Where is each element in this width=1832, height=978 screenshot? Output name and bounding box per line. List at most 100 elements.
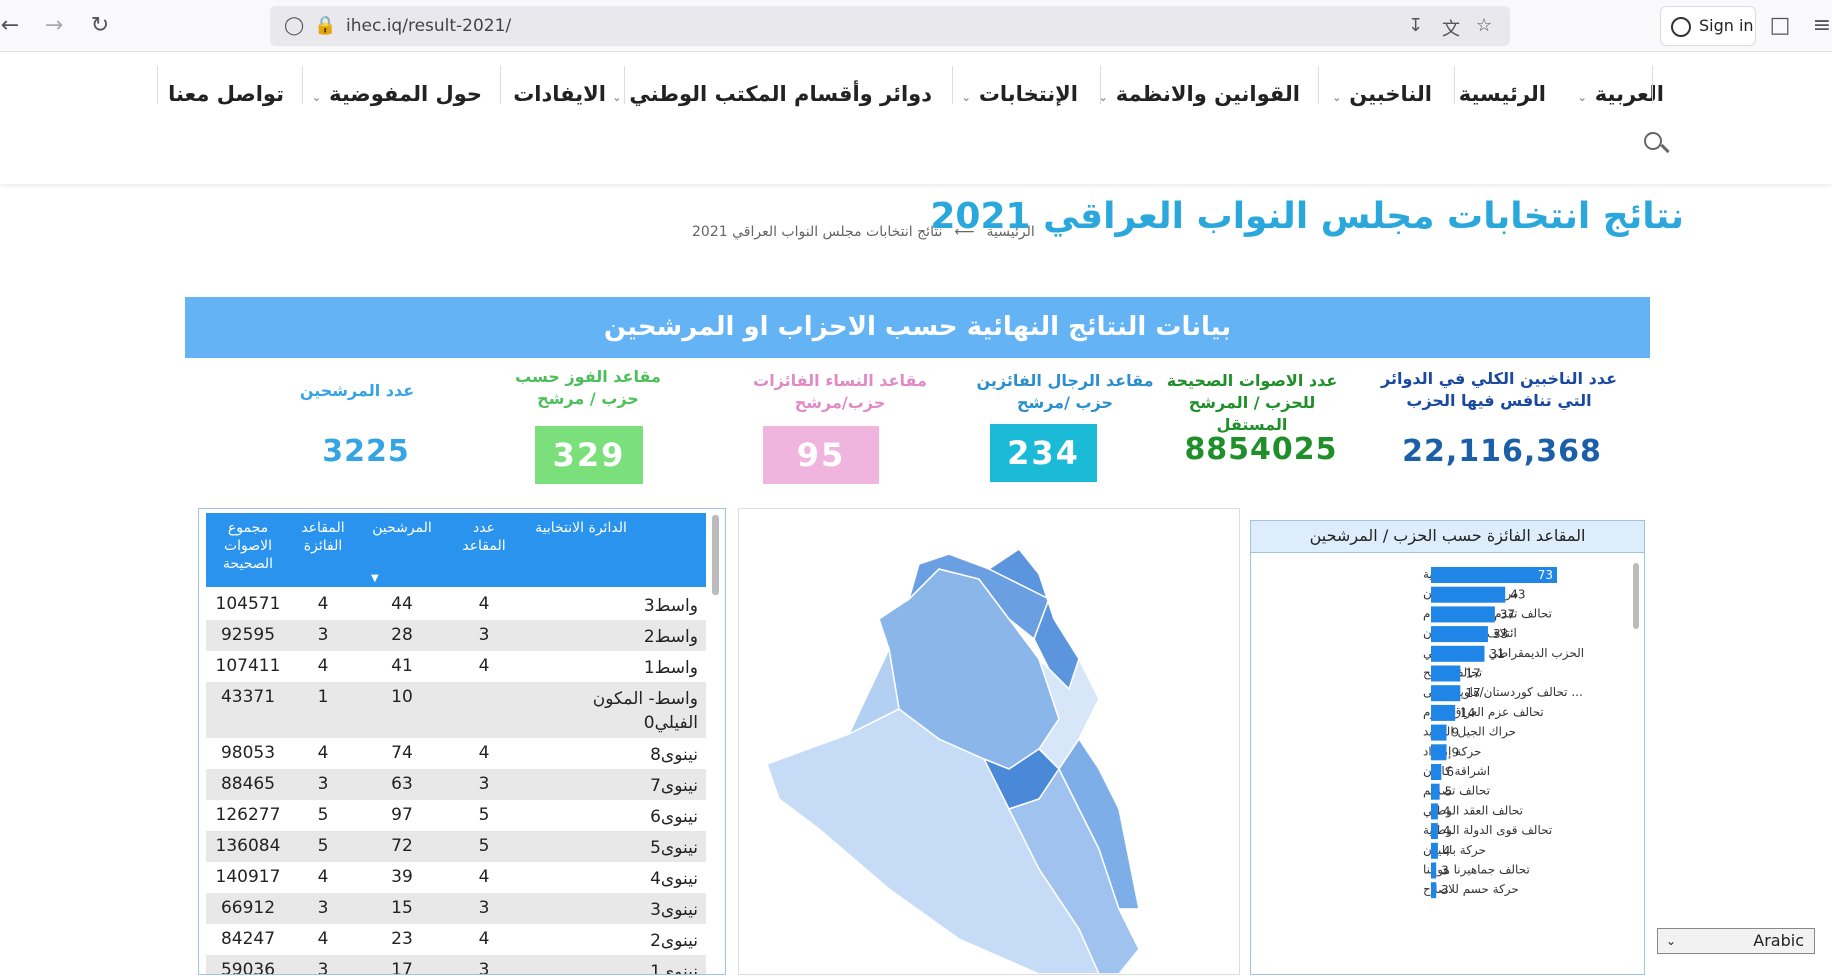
star-icon[interactable]: ☆ <box>1476 15 1493 36</box>
language-select[interactable]: ⌄ Arabic <box>1657 928 1815 954</box>
nav-item-contact[interactable]: تواصل معنا <box>168 82 284 106</box>
search-icon[interactable] <box>1644 132 1670 158</box>
bar[interactable] <box>1431 685 1461 702</box>
bar-value: 17 <box>1465 667 1480 681</box>
table-row[interactable]: واسط- المكون الفيلي0 10 1 43371 <box>206 682 706 738</box>
bar-value: 4 <box>1443 824 1451 838</box>
bar-label: تحالف قوى الدولة الوطنية <box>1423 823 1552 838</box>
menu-icon[interactable]: ≡ <box>1812 13 1832 38</box>
cell-seats: 3 <box>478 625 490 645</box>
breadcrumb-current: نتائج انتخابات مجلس النواب العراقي 2021 <box>692 224 943 240</box>
bar-chart-scrollbar[interactable] <box>1633 563 1639 629</box>
breadcrumb: الرئيسية ⟵ نتائج انتخابات مجلس النواب العر… <box>686 224 1041 240</box>
col-won[interactable]: المقاعد الفائزة <box>301 520 345 554</box>
col-district[interactable]: الدائرة الانتخابية <box>535 520 627 536</box>
bar-chart-title: المقاعد الفائزة حسب الحزب / المرشحين <box>1251 521 1644 553</box>
bar[interactable] <box>1431 626 1488 643</box>
browser-toolbar: ← → ↻ ◯ 🔒 ihec.iq/result-2021/ ↧ 文 ☆ Sig… <box>0 0 1832 52</box>
cell-district: نينوى4 <box>650 869 698 889</box>
table-row[interactable]: نينوى3 3 15 3 66912 <box>206 893 706 924</box>
bar[interactable] <box>1431 882 1437 899</box>
col-votes[interactable]: مجموع الاصوات الصحيحة <box>222 520 274 572</box>
table-row[interactable]: نينوى8 4 74 4 98053 <box>206 738 706 769</box>
nav-item-home[interactable]: الرئيسية <box>1458 82 1546 106</box>
bar[interactable] <box>1431 764 1442 780</box>
table-scrollbar[interactable] <box>712 515 719 595</box>
table-header: الدائرة الانتخابية عدد المقاعد المرشحين … <box>206 513 706 587</box>
cell-candidates: 23 <box>391 929 413 949</box>
bar[interactable] <box>1431 606 1495 623</box>
kpi-winning-value: 329 <box>535 426 643 484</box>
sign-in-button[interactable]: Sign in <box>1660 6 1756 46</box>
col-candidates[interactable]: المرشحين <box>372 520 432 536</box>
cell-candidates: 17 <box>391 960 413 975</box>
col-seats[interactable]: عدد المقاعد <box>462 520 506 554</box>
bar[interactable] <box>1431 823 1438 840</box>
cell-votes: 136084 <box>215 836 281 856</box>
table-row[interactable]: واسط3 4 44 4 104571 <box>206 589 706 620</box>
nav-item-laws[interactable]: القوانين والانظمة⌄ <box>1098 82 1301 106</box>
cell-votes: 98053 <box>220 743 276 763</box>
url-text[interactable]: ihec.iq/result-2021/ <box>346 16 512 36</box>
table-row[interactable]: نينوى6 5 97 5 126277 <box>206 800 706 831</box>
cell-candidates: 28 <box>391 625 413 645</box>
chevron-down-icon: ⌄ <box>311 91 322 104</box>
bar[interactable] <box>1431 567 1557 583</box>
bar[interactable] <box>1431 862 1437 879</box>
kpi-candidates-value: 3225 <box>322 434 410 469</box>
lock-icon[interactable]: 🔒 <box>314 15 337 36</box>
bar[interactable] <box>1431 586 1506 603</box>
table-row[interactable]: نينوى7 3 63 3 88465 <box>206 769 706 800</box>
nav-item-elections[interactable]: الإنتخابات⌄ <box>961 82 1078 106</box>
table-row[interactable]: واسط2 3 28 3 92595 <box>206 620 706 651</box>
bar[interactable] <box>1431 645 1485 662</box>
bar[interactable] <box>1431 704 1456 721</box>
breadcrumb-home[interactable]: الرئيسية <box>986 224 1035 240</box>
bar[interactable] <box>1431 783 1440 800</box>
download-icon[interactable]: ↧ <box>1408 15 1424 36</box>
shield-icon[interactable]: ◯ <box>284 15 305 36</box>
bar-chart-svg: الكتلة الصدرية73مرشحون مستقلون43تحالف تق… <box>1423 567 1584 899</box>
cell-won: 1 <box>317 687 329 707</box>
reload-icon[interactable]: ↻ <box>90 13 110 38</box>
bar[interactable] <box>1431 744 1447 761</box>
iraq-map[interactable] <box>739 509 1239 975</box>
nav-item-departments[interactable]: دوائر وأقسام المكتب الوطني⌄ <box>612 82 932 106</box>
back-icon[interactable]: ← <box>0 13 20 38</box>
cell-district: نينوى1 <box>650 962 698 975</box>
districts-table: الدائرة الانتخابية عدد المقاعد المرشحين … <box>198 508 726 975</box>
bar[interactable] <box>1431 665 1461 682</box>
cell-seats: 4 <box>478 929 490 949</box>
table-row[interactable]: نينوى2 4 23 4 84247 <box>206 924 706 955</box>
nav-item-delegations[interactable]: الايفادات <box>513 82 606 106</box>
bar[interactable] <box>1431 842 1438 859</box>
bar-label: تحالف العقد الوطني <box>1423 803 1523 818</box>
arrow-left-icon: ⟵ <box>954 224 975 240</box>
cell-seats: 4 <box>478 594 490 614</box>
bar-value: 9 <box>1452 726 1460 740</box>
kpi-valid-votes-value: 8854025 <box>1184 432 1338 467</box>
forward-icon[interactable]: → <box>44 13 64 38</box>
nav-item-voters[interactable]: الناخبين⌄ <box>1332 82 1432 106</box>
cell-seats: 4 <box>478 656 490 676</box>
nav-item-about[interactable]: حول المفوضية⌄ <box>311 82 482 106</box>
map-region-anbar-north <box>847 646 900 736</box>
cell-votes: 140917 <box>215 867 281 887</box>
sort-arrow-icon[interactable]: ▼ <box>371 573 379 584</box>
cell-seats: 4 <box>478 867 490 887</box>
table-row[interactable]: واسط1 4 41 4 107411 <box>206 651 706 682</box>
cell-votes: 66912 <box>220 898 276 918</box>
bar[interactable] <box>1431 803 1438 820</box>
cell-votes: 59036 <box>220 960 276 975</box>
bar-value: 73 <box>1538 568 1553 582</box>
table-row[interactable]: نينوى4 4 39 4 140917 <box>206 862 706 893</box>
cell-candidates: 97 <box>391 805 413 825</box>
address-bar[interactable]: ◯ 🔒 ihec.iq/result-2021/ ↧ 文 ☆ <box>270 6 1510 46</box>
extensions-icon[interactable]: □ <box>1769 13 1791 38</box>
cell-votes: 92595 <box>220 625 276 645</box>
table-row[interactable]: نينوى5 5 72 5 136084 <box>206 831 706 862</box>
bar[interactable] <box>1431 724 1447 741</box>
table-row[interactable]: نينوى1 3 17 3 59036 <box>206 955 706 975</box>
translate-icon[interactable]: 文 <box>1442 19 1460 40</box>
cell-seats: 4 <box>478 743 490 763</box>
